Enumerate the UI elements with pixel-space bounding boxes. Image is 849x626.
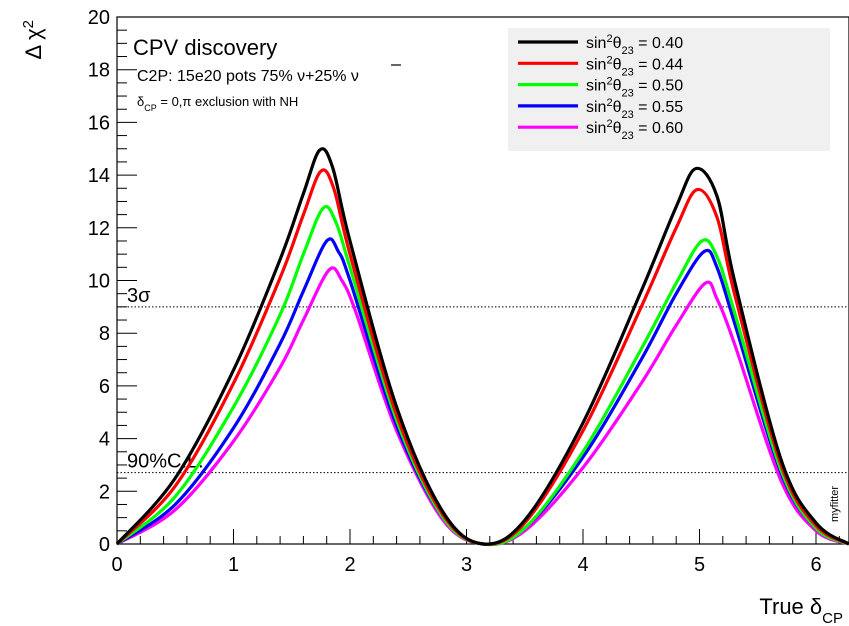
y-axis-title: Δ χ2	[20, 20, 47, 60]
x-tick-label: 2	[344, 554, 355, 576]
reference-lines: 3σ 90%C.L.	[117, 285, 849, 474]
curves	[115, 147, 849, 547]
y-tick-label: 6	[99, 376, 110, 398]
y-tick-label: 16	[88, 112, 110, 134]
x-tick-label: 6	[810, 554, 821, 576]
y-tick-label: 0	[99, 534, 110, 556]
y-tick-label: 10	[88, 271, 110, 293]
legend-label: sin2θ23 = 0.55	[586, 97, 683, 121]
config-line: C2P: 15e20 pots 75% ν+25% ν	[137, 68, 359, 85]
legend-label: sin2θ23 = 0.60	[586, 118, 683, 142]
legend-box	[508, 28, 830, 151]
exclusion-line: δCP = 0,π exclusion with NH	[137, 94, 298, 113]
reference-line-label: 3σ	[127, 285, 151, 307]
series-line	[116, 237, 849, 547]
x-tick-label: 1	[228, 554, 239, 576]
x-tick-label: 4	[577, 554, 588, 576]
x-tick-label: 3	[461, 554, 472, 576]
y-tick-label: 18	[88, 60, 110, 82]
legend-label: sin2θ23 = 0.40	[586, 33, 683, 57]
series-line	[115, 205, 849, 547]
x-axis-title: True δCP	[759, 594, 843, 626]
reference-line-label: 90%C.L.	[127, 451, 204, 473]
x-tick-label: 5	[694, 554, 705, 576]
series-line	[115, 147, 849, 546]
y-tick-label: 2	[99, 481, 110, 503]
y-tick-label: 14	[88, 165, 110, 187]
watermark: myfitter	[829, 486, 841, 522]
y-tick-label: 4	[99, 429, 110, 451]
plot-title: CPV discovery	[133, 35, 277, 60]
y-tick-label: 8	[99, 323, 110, 345]
y-tick-label: 12	[88, 218, 110, 240]
legend-label: sin2θ23 = 0.44	[586, 54, 683, 78]
y-tick-label: 20	[88, 7, 110, 29]
x-tick-label: 0	[111, 554, 122, 576]
legend-label: sin2θ23 = 0.50	[586, 76, 683, 100]
